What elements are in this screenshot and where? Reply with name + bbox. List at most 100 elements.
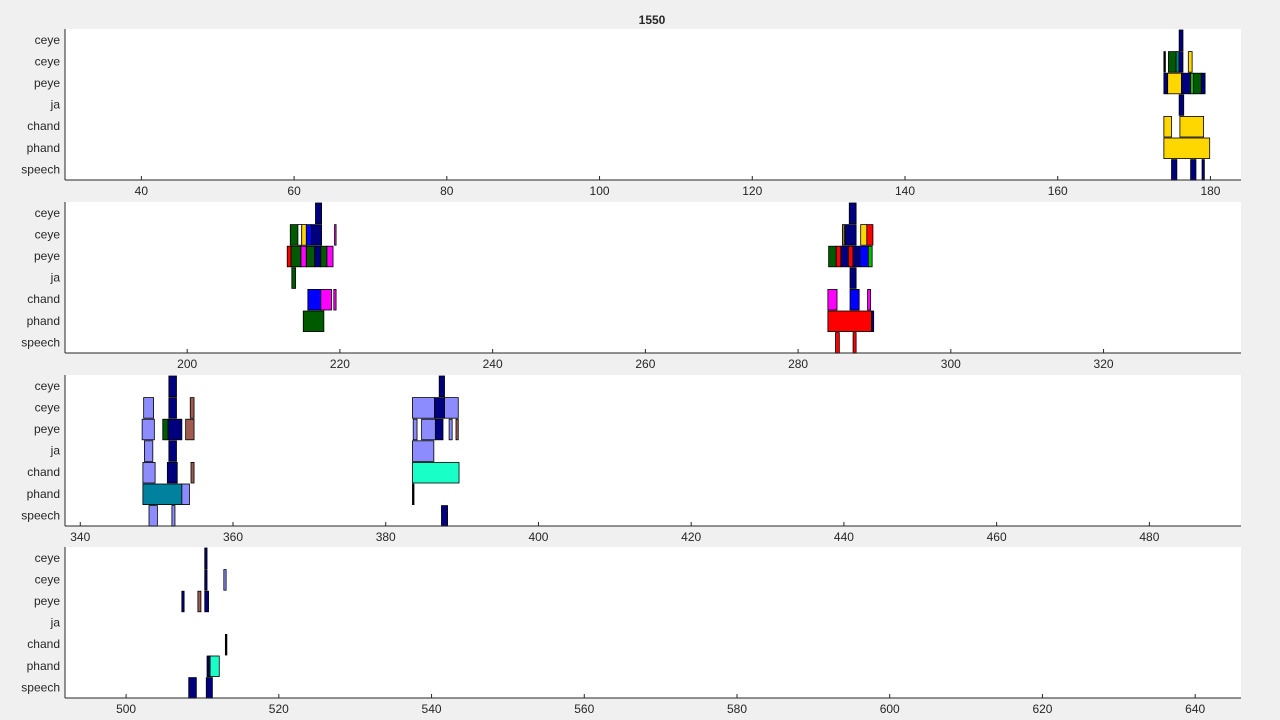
event-segment	[148, 505, 158, 527]
event-segment	[1163, 137, 1211, 160]
event-segment	[849, 267, 857, 289]
row-label: peye	[34, 594, 60, 608]
timeline-panel-2: ceye ceye peye ja chand phand speech 200 220 240 2…	[21, 202, 1241, 371]
row-label: ceye	[35, 551, 61, 565]
event-segment	[290, 245, 302, 268]
event-segment	[852, 332, 857, 354]
x-tick-label: 160	[1048, 184, 1068, 198]
x-tick-label: 640	[1185, 702, 1205, 716]
row-label: ceye	[35, 54, 61, 68]
event-segment	[1190, 72, 1195, 95]
event-segment	[860, 224, 868, 246]
event-segment	[441, 505, 448, 527]
row-label: ceye	[35, 206, 61, 220]
x-tick-label: 200	[177, 357, 197, 371]
event-segment	[1167, 72, 1182, 95]
row-label: phand	[27, 314, 60, 328]
event-segment	[144, 440, 154, 462]
timeline-panel-1: ceye ceye peye ja chand phand speech 40 60 80 100 1…	[21, 29, 1241, 198]
event-segment	[315, 202, 322, 225]
timeline-panel-3: ceye ceye peye ja chand phand speech 340 360 380 4…	[21, 375, 1241, 544]
row-label: chand	[27, 465, 60, 479]
row-label: ja	[50, 444, 61, 458]
row-label: ceye	[35, 400, 61, 414]
row-label: phand	[27, 659, 60, 673]
event-segment	[1200, 72, 1206, 95]
timeline-panel-4: ceye ceye peye ja chand phand speech 500 520 540 5…	[21, 547, 1241, 716]
row-label: phand	[27, 487, 60, 501]
event-segment	[320, 245, 328, 268]
x-tick-label: 80	[440, 184, 454, 198]
event-segment	[412, 397, 436, 419]
x-tick-label: 480	[1139, 530, 1159, 544]
x-tick-label: 280	[788, 357, 808, 371]
event-segment	[334, 224, 337, 246]
event-segment	[209, 655, 220, 678]
x-tick-label: 260	[635, 357, 655, 371]
plot-area	[65, 375, 1241, 526]
event-segment	[204, 569, 208, 591]
event-segment	[448, 418, 453, 441]
event-segment	[188, 677, 197, 699]
event-segment	[848, 245, 854, 268]
x-tick-label: 340	[70, 530, 90, 544]
event-segment	[142, 461, 156, 484]
x-tick-label: 560	[574, 702, 594, 716]
event-segment	[848, 202, 857, 225]
event-segment	[185, 418, 195, 441]
x-tick-label: 40	[135, 184, 149, 198]
event-segment	[168, 397, 177, 419]
event-segment	[167, 418, 183, 441]
event-segment	[845, 224, 857, 246]
row-label: peye	[34, 249, 60, 263]
event-segment	[166, 461, 178, 484]
event-segment	[1163, 51, 1166, 73]
row-label: ja	[50, 616, 61, 630]
event-segment	[412, 440, 435, 462]
event-segment	[421, 418, 436, 441]
event-segment	[320, 288, 332, 311]
event-segment	[835, 245, 842, 268]
event-segment	[189, 397, 195, 419]
row-label: phand	[27, 141, 60, 155]
x-tick-label: 620	[1032, 702, 1052, 716]
event-segment	[326, 245, 334, 268]
event-segment	[444, 397, 459, 419]
event-segment	[190, 461, 195, 484]
event-segment	[297, 224, 303, 246]
plot-area	[65, 29, 1241, 180]
x-tick-label: 520	[269, 702, 289, 716]
event-segment	[171, 505, 176, 527]
event-segment	[412, 418, 418, 441]
event-segment	[867, 245, 873, 268]
event-segment	[412, 483, 415, 506]
event-segment	[1179, 116, 1204, 138]
row-label: ja	[50, 98, 61, 112]
row-label: speech	[21, 680, 60, 694]
row-label: ceye	[35, 33, 61, 47]
x-tick-label: 120	[742, 184, 762, 198]
x-tick-label: 360	[223, 530, 243, 544]
event-segment	[412, 461, 460, 484]
event-segment	[168, 375, 177, 398]
event-segment	[286, 245, 292, 268]
x-tick-label: 460	[987, 530, 1007, 544]
x-tick-label: 320	[1094, 357, 1114, 371]
event-segment	[300, 245, 307, 268]
x-tick-label: 220	[330, 357, 350, 371]
event-segment	[1190, 159, 1197, 181]
event-segment	[1163, 116, 1172, 138]
event-segment	[1178, 51, 1184, 73]
event-segment	[827, 288, 838, 311]
row-label: chand	[27, 292, 60, 306]
event-segment	[1187, 51, 1193, 73]
event-segment	[223, 569, 227, 591]
event-segment	[1163, 72, 1169, 95]
event-segment	[835, 332, 840, 354]
event-segment	[1171, 159, 1178, 181]
event-segment	[168, 440, 177, 462]
event-segment	[181, 483, 190, 506]
event-segment	[1168, 51, 1177, 73]
event-segment	[1201, 159, 1205, 181]
